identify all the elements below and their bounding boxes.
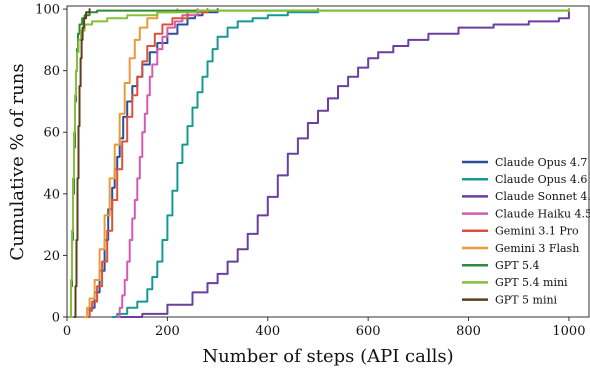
axes: 0 200 400 600 800 1000 0 20 40 60 80 100 [35, 3, 590, 339]
series-line-gpt-5-4-mini [68, 8, 570, 318]
y-tick-label: 60 [43, 126, 60, 141]
plot-frame [66, 5, 590, 318]
series-line-gpt-5-mini [73, 8, 91, 318]
series-line-gpt-5-4 [68, 8, 570, 318]
legend-label-claude-opus-4-7: Claude Opus 4.7 [495, 156, 587, 169]
legend-label-claude-haiku-4-5: Claude Haiku 4.5 [495, 207, 590, 220]
legend-label-gpt-5-mini: GPT 5 mini [495, 293, 558, 306]
x-tick-label: 400 [255, 324, 280, 339]
x-tick-label: 1000 [552, 324, 585, 339]
series-line-gemini-3-1-pro [86, 8, 209, 318]
legend-label-gpt-5-4: GPT 5.4 [495, 259, 540, 272]
series-line-claude-opus-4-7 [83, 8, 219, 318]
x-tick-label: 200 [155, 324, 180, 339]
x-tick-label: 0 [63, 324, 71, 339]
x-tick-label: 800 [456, 324, 481, 339]
series-lines [68, 8, 570, 318]
series-line-claude-sonnet-4-6 [116, 11, 570, 318]
y-tick-label: 20 [43, 249, 60, 264]
legend-label-gpt-5-4-mini: GPT 5.4 mini [495, 276, 568, 289]
legend-label-claude-sonnet-4-6: Claude Sonnet 4.6 [495, 190, 590, 203]
legend: Claude Opus 4.7 Claude Opus 4.6 Claude Son… [462, 156, 590, 306]
x-axis-title: Number of steps (API calls) [202, 346, 453, 367]
series-line-claude-haiku-4-5 [116, 8, 199, 318]
series-line-claude-opus-4-6 [111, 8, 319, 318]
y-tick-label: 80 [43, 64, 60, 79]
x-tick-label: 600 [356, 324, 381, 339]
y-tick-label: 100 [35, 3, 60, 18]
legend-label-claude-opus-4-6: Claude Opus 4.6 [495, 173, 587, 186]
y-axis-title: Cumulative % of runs [7, 63, 28, 260]
series-line-gemini-3-flash [83, 8, 179, 318]
legend-label-gemini-3-flash: Gemini 3 Flash [495, 242, 579, 255]
legend-label-gemini-3-1-pro: Gemini 3.1 Pro [495, 225, 579, 238]
y-tick-label: 0 [52, 311, 60, 326]
y-tick-label: 40 [43, 187, 60, 202]
